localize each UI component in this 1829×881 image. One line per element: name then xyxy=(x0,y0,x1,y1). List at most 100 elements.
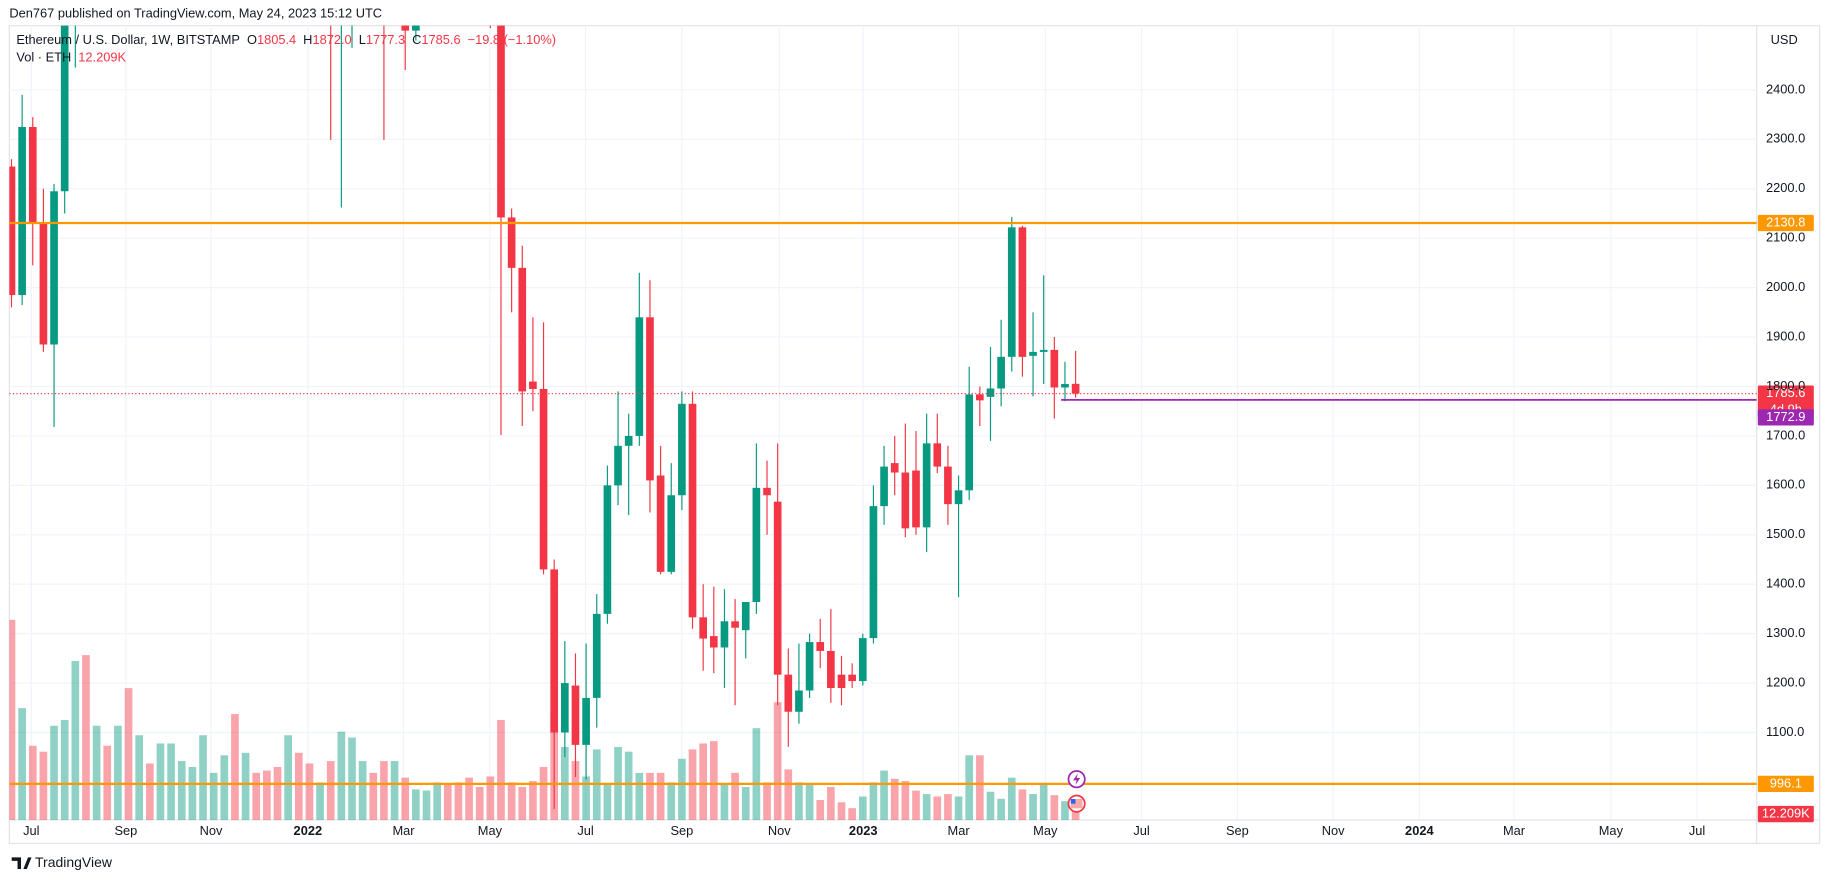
candle-body xyxy=(848,674,856,682)
legend-volume-value: 12.209K xyxy=(78,50,126,65)
volume-bar xyxy=(635,772,644,820)
icon xyxy=(1073,773,1081,786)
x-tick-label: Nov xyxy=(200,823,223,838)
volume-bar xyxy=(954,796,963,820)
footer: TradingView xyxy=(35,854,113,870)
candle-body xyxy=(497,25,505,218)
ray-badge xyxy=(1757,409,1814,426)
volume-bar xyxy=(1029,794,1037,820)
volume-bar xyxy=(529,781,537,820)
candle-body xyxy=(890,463,899,473)
volume-bar xyxy=(135,735,144,820)
x-tick-label: Jul xyxy=(577,823,593,838)
x-tick-label: May xyxy=(1033,823,1058,838)
candle-body xyxy=(539,388,548,570)
candle-body xyxy=(954,490,963,505)
candle-body xyxy=(1029,351,1037,356)
x-tick-label: Sep xyxy=(114,823,137,838)
level-badge xyxy=(1757,214,1814,232)
volume-bar xyxy=(326,761,335,820)
volume-bar xyxy=(369,772,378,820)
volume-bar xyxy=(231,714,239,820)
candle-body xyxy=(656,475,665,572)
level-badge xyxy=(1757,775,1814,793)
candle-body xyxy=(880,466,888,507)
volume-bar xyxy=(1050,795,1059,820)
candle-body xyxy=(709,636,718,648)
candle-body xyxy=(763,487,771,496)
volume-bar xyxy=(699,743,707,820)
volume-bar xyxy=(145,763,154,820)
volume-bar xyxy=(433,782,441,820)
candle-body xyxy=(1018,227,1027,357)
level-label: 996.1 xyxy=(1770,775,1802,790)
volume-bar xyxy=(848,808,856,820)
volume-bar xyxy=(177,761,186,820)
x-tick-label: 2024 xyxy=(1405,823,1434,838)
volume-bar xyxy=(475,786,484,820)
y-tick-label: 2100.0 xyxy=(1766,230,1805,245)
candle-body xyxy=(869,506,878,639)
candle-body xyxy=(773,501,782,675)
volume-bar xyxy=(656,772,665,820)
candle-body xyxy=(635,317,644,436)
candle-body xyxy=(603,485,612,614)
volume-bar xyxy=(816,799,825,820)
legend-key: O xyxy=(247,32,257,47)
logo xyxy=(11,857,32,869)
volume-bar xyxy=(603,784,612,820)
legend-value: 1872.0 xyxy=(312,32,351,47)
volume-bar xyxy=(965,755,974,820)
volume-bar xyxy=(401,777,410,820)
candle-body xyxy=(901,472,910,529)
volume-bar xyxy=(773,702,782,820)
candle-body xyxy=(858,638,867,682)
x-tick-label: Nov xyxy=(768,823,791,838)
icon xyxy=(1070,799,1083,809)
volume-bar xyxy=(124,688,133,820)
legend-value: 1777.3 xyxy=(366,32,405,47)
volume-bar xyxy=(922,794,931,820)
x-tick-label: May xyxy=(1599,823,1624,838)
x-tick-label: 2022 xyxy=(294,823,323,838)
volume-bar xyxy=(976,755,984,820)
y-tick-label: 1800.0 xyxy=(1766,378,1805,393)
candle-body xyxy=(720,621,729,648)
volume-bar xyxy=(50,725,58,820)
candle-body xyxy=(827,650,835,689)
candle-body xyxy=(965,394,974,491)
volume-bar xyxy=(624,751,633,820)
volume-bar xyxy=(741,786,750,820)
volume-bar xyxy=(1039,784,1048,820)
legend-key: H xyxy=(303,32,312,47)
volume-bar xyxy=(795,782,803,820)
volume-bar xyxy=(167,743,175,820)
candle-body xyxy=(624,435,633,446)
volume-bar xyxy=(209,772,218,820)
candle-body xyxy=(944,466,952,505)
candle-body xyxy=(741,602,750,631)
footer-logo: TradingView xyxy=(11,854,113,870)
volume-bar xyxy=(827,786,835,820)
legend-value: 1805.4 xyxy=(257,32,296,47)
volume-bar xyxy=(305,763,314,820)
volume-bar xyxy=(82,655,90,820)
candle-body xyxy=(1007,227,1016,357)
volume-bar xyxy=(709,741,718,820)
volume-bar xyxy=(348,737,356,820)
volume-bar xyxy=(263,770,271,820)
x-tick-label: Nov xyxy=(1322,823,1345,838)
candle-body xyxy=(667,495,676,572)
volume-bar xyxy=(252,772,261,820)
level-label: 2130.8 xyxy=(1766,214,1805,229)
volume-bar xyxy=(837,802,846,820)
volume-bar xyxy=(18,708,26,820)
volume-bar xyxy=(890,778,899,820)
volume-bar xyxy=(784,769,793,820)
x-tick-label: Mar xyxy=(948,823,971,838)
volume-bar xyxy=(582,776,590,820)
volume-bar xyxy=(507,782,516,820)
volume-bar xyxy=(858,796,867,820)
candle-body xyxy=(1039,349,1048,352)
